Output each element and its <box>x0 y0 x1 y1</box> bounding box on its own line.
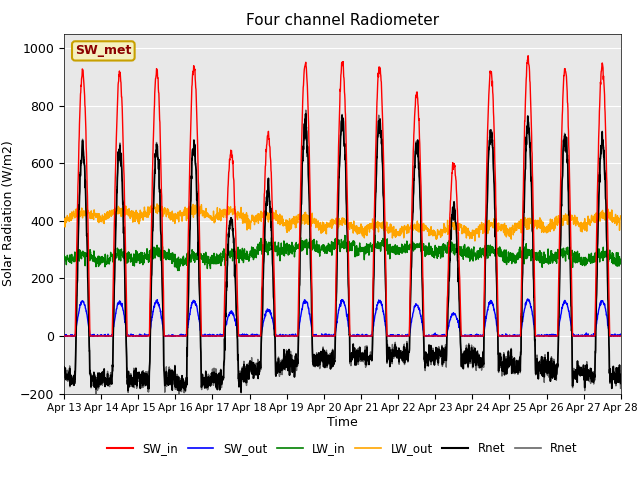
Legend: SW_in, SW_out, LW_in, LW_out, Rnet, Rnet: SW_in, SW_out, LW_in, LW_out, Rnet, Rnet <box>102 437 582 460</box>
Text: SW_met: SW_met <box>75 44 131 58</box>
Title: Four channel Radiometer: Four channel Radiometer <box>246 13 439 28</box>
X-axis label: Time: Time <box>327 416 358 429</box>
Y-axis label: Solar Radiation (W/m2): Solar Radiation (W/m2) <box>1 141 14 287</box>
